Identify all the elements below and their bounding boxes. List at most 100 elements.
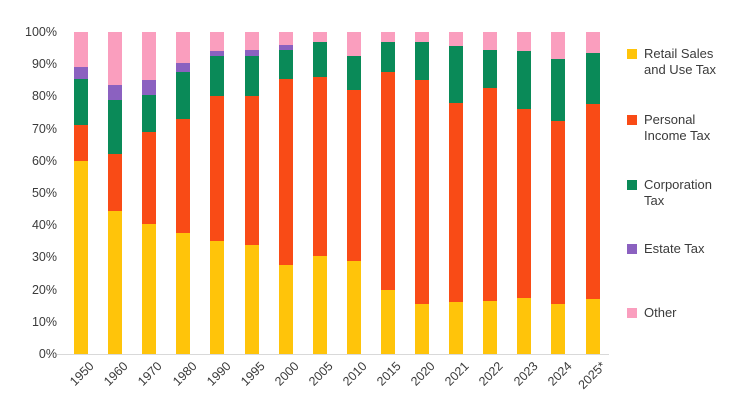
bar-segment [517,109,532,298]
legend-item: Estate Tax [627,241,704,257]
bar-segment [312,77,327,256]
bar-segment [176,72,191,119]
legend-label: Corporation Tax [644,177,712,208]
bar-segment [278,265,293,354]
bar-segment [244,96,259,245]
y-axis-tick-label: 10% [31,314,57,329]
x-axis-category-label: 2024 [544,359,575,389]
bar-segment [142,131,157,224]
bar-segment [585,32,600,53]
bar-segment [585,52,600,105]
bar-segment [74,160,88,354]
bar-segment [278,44,293,50]
bar-segment [74,125,88,161]
x-axis-category-label: 2021 [442,359,473,389]
bar-segment [176,32,191,63]
bar-segment [415,304,429,354]
x-axis-category-label: 1960 [101,359,132,389]
bar-segment [108,85,123,100]
x-axis-category-label: 2000 [271,359,302,389]
legend-color-swatch-icon [627,244,637,254]
bar-segment [551,120,566,305]
bar-segment [108,99,123,155]
bar-segment [517,32,532,52]
y-axis-tick-label: 60% [31,153,57,168]
bar-segment [346,56,361,90]
bar-segment [380,289,395,354]
bar-segment [244,32,259,50]
bar-segment [380,32,395,42]
bar-segment [483,49,498,89]
bar-segment [312,41,327,78]
x-axis-category-label: 2025* [575,359,609,393]
bar-segment [551,304,566,354]
bar-segment [551,32,566,60]
bar-segment [380,72,395,290]
x-axis-category-label: 2023 [510,359,541,389]
y-axis-tick-label: 50% [31,186,57,200]
bar-segment [380,41,395,73]
legend-label: Estate Tax [644,241,705,256]
bar-segment [278,49,293,79]
x-axis-line [57,354,609,355]
bar-segment [449,46,464,103]
x-axis-category-label: 2020 [408,359,438,389]
bar-segment [449,102,464,303]
x-axis-category-label: 2022 [476,359,507,389]
bar-segment [585,299,600,354]
bar-segment [346,89,361,261]
bar-segment [210,56,225,97]
bar-segment [312,32,327,42]
x-axis-category-label: 2015 [374,359,404,389]
bar-segment [210,96,225,242]
bar-segment [210,51,225,57]
x-axis-category-label: 1970 [135,359,166,389]
bar-segment [346,260,361,354]
legend-label: Other [644,305,677,320]
bar-segment [210,241,225,354]
legend-color-swatch-icon [627,115,637,125]
x-axis-category-label: 1990 [203,359,234,389]
bar-segment [415,32,429,42]
bar-segment [142,94,157,132]
bar-segment [483,88,498,301]
legend: Retail Sales and Use Tax Personal Income Ta… [627,0,739,417]
bar-segment [176,62,191,73]
bar-segment [551,59,566,121]
bar-segment [483,300,498,354]
bar-segment [210,32,225,52]
bar-segment [415,41,429,81]
legend-color-swatch-icon [627,180,637,190]
bar-segment [142,32,157,81]
y-axis-tick-label: 80% [31,89,57,104]
legend-color-swatch-icon [627,49,637,59]
bar-segment [108,154,123,211]
bar-segment [176,233,191,354]
y-axis-tick-label: 20% [31,282,57,297]
legend-item: Personal Income Tax [627,112,710,144]
bar-segment [585,104,600,300]
bar-segment [278,32,293,45]
x-axis-category-label: 1995 [237,359,268,389]
x-axis-category-label: 1980 [169,359,200,389]
bar-segment [244,244,259,354]
legend-item: Corporation Tax [627,177,712,209]
bar-segment [74,32,88,68]
x-axis-category-label: 1950 [67,359,97,389]
bar-segment [244,56,259,97]
bar-segment [142,80,157,95]
bar-segment [176,118,191,234]
bar-segment [244,49,259,57]
bar-segment [312,255,327,354]
legend-item: Retail Sales and Use Tax [627,46,716,78]
y-axis-tick-label: 70% [31,121,57,136]
x-axis-category-label: 2010 [340,359,370,389]
legend-color-swatch-icon [627,308,637,318]
bar-segment [142,223,157,354]
y-axis-tick-label: 90% [31,57,57,72]
bar-segment [483,32,498,50]
bar-segment [74,78,88,126]
legend-label: Personal Income Tax [644,112,711,143]
bar-segment [449,302,464,354]
